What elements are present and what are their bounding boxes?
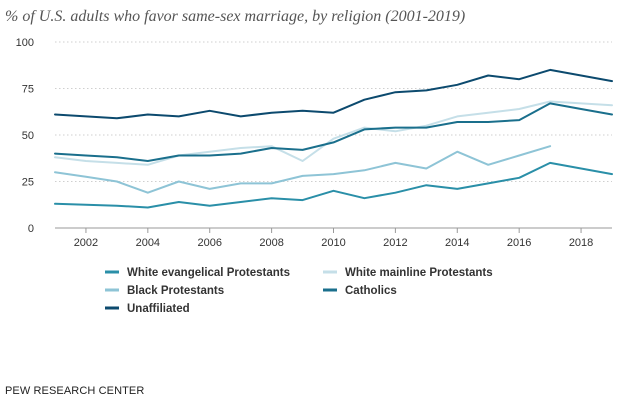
legend-item: Black Protestants <box>105 285 224 297</box>
x-tick-label: 2002 <box>74 237 98 249</box>
series-line-unaffiliated <box>54 68 613 120</box>
y-tick-label: 0 <box>28 223 34 235</box>
x-tick-label: 2006 <box>197 237 221 249</box>
x-axis-ticks: 2002 2004 2006 2008 2010 2012 2014 2016 2018 <box>74 228 593 249</box>
legend-item: Unaffiliated <box>105 303 190 315</box>
legend: White evangelical Protestants White mainl… <box>105 267 493 315</box>
y-tick-label: 75 <box>22 84 34 96</box>
chart-title: % of U.S. adults who favor same-sex marr… <box>5 8 466 25</box>
series-lines <box>54 68 613 209</box>
series-line-black-protestants <box>54 145 552 194</box>
legend-label: Unaffiliated <box>127 303 190 315</box>
series-line-catholics <box>54 102 613 162</box>
legend-item: White mainline Protestants <box>323 267 493 279</box>
legend-label: Black Protestants <box>127 285 224 297</box>
y-axis-ticks: 0 25 50 75 100 <box>16 37 34 235</box>
x-tick-label: 2014 <box>445 237 469 249</box>
x-tick-label: 2018 <box>569 237 593 249</box>
x-tick-label: 2010 <box>321 237 345 249</box>
grid-lines <box>55 41 612 229</box>
y-tick-label: 50 <box>22 130 34 142</box>
y-tick-label: 25 <box>22 177 34 189</box>
legend-label: Catholics <box>345 285 397 297</box>
legend-label: White evangelical Protestants <box>127 267 290 279</box>
series-line-white-mainline-protestants <box>54 100 613 166</box>
x-tick-label: 2016 <box>507 237 531 249</box>
series-line-white-evangelical-protestants <box>54 161 613 209</box>
x-tick-label: 2008 <box>259 237 283 249</box>
legend-item: Catholics <box>323 285 397 297</box>
legend-label: White mainline Protestants <box>345 267 493 279</box>
y-tick-label: 100 <box>16 37 34 49</box>
source-note: PEW RESEARCH CENTER <box>5 385 145 397</box>
x-tick-label: 2004 <box>136 237 160 249</box>
x-tick-label: 2012 <box>383 237 407 249</box>
legend-item: White evangelical Protestants <box>105 267 290 279</box>
